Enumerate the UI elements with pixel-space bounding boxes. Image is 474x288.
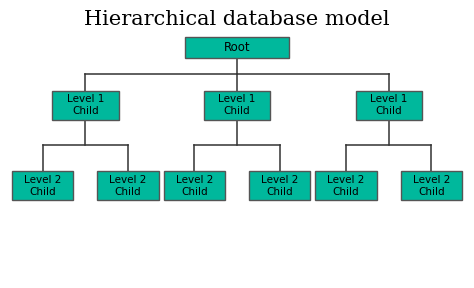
- FancyBboxPatch shape: [97, 171, 159, 200]
- Text: Level 1
Child: Level 1 Child: [370, 94, 407, 116]
- FancyBboxPatch shape: [12, 171, 73, 200]
- Text: Level 2
Child: Level 2 Child: [328, 175, 365, 197]
- FancyBboxPatch shape: [204, 91, 270, 120]
- FancyBboxPatch shape: [52, 91, 118, 120]
- Text: Level 2
Child: Level 2 Child: [109, 175, 146, 197]
- FancyBboxPatch shape: [315, 171, 377, 200]
- Text: Root: Root: [224, 41, 250, 54]
- FancyBboxPatch shape: [249, 171, 310, 200]
- Text: Level 2
Child: Level 2 Child: [24, 175, 61, 197]
- Text: Level 2
Child: Level 2 Child: [176, 175, 213, 197]
- Text: Level 1
Child: Level 1 Child: [67, 94, 104, 116]
- FancyBboxPatch shape: [185, 37, 289, 58]
- FancyBboxPatch shape: [401, 171, 462, 200]
- FancyBboxPatch shape: [356, 91, 422, 120]
- Text: Level 2
Child: Level 2 Child: [413, 175, 450, 197]
- Text: Level 1
Child: Level 1 Child: [219, 94, 255, 116]
- Text: Hierarchical database model: Hierarchical database model: [84, 10, 390, 29]
- Text: Level 2
Child: Level 2 Child: [261, 175, 298, 197]
- FancyBboxPatch shape: [164, 171, 225, 200]
